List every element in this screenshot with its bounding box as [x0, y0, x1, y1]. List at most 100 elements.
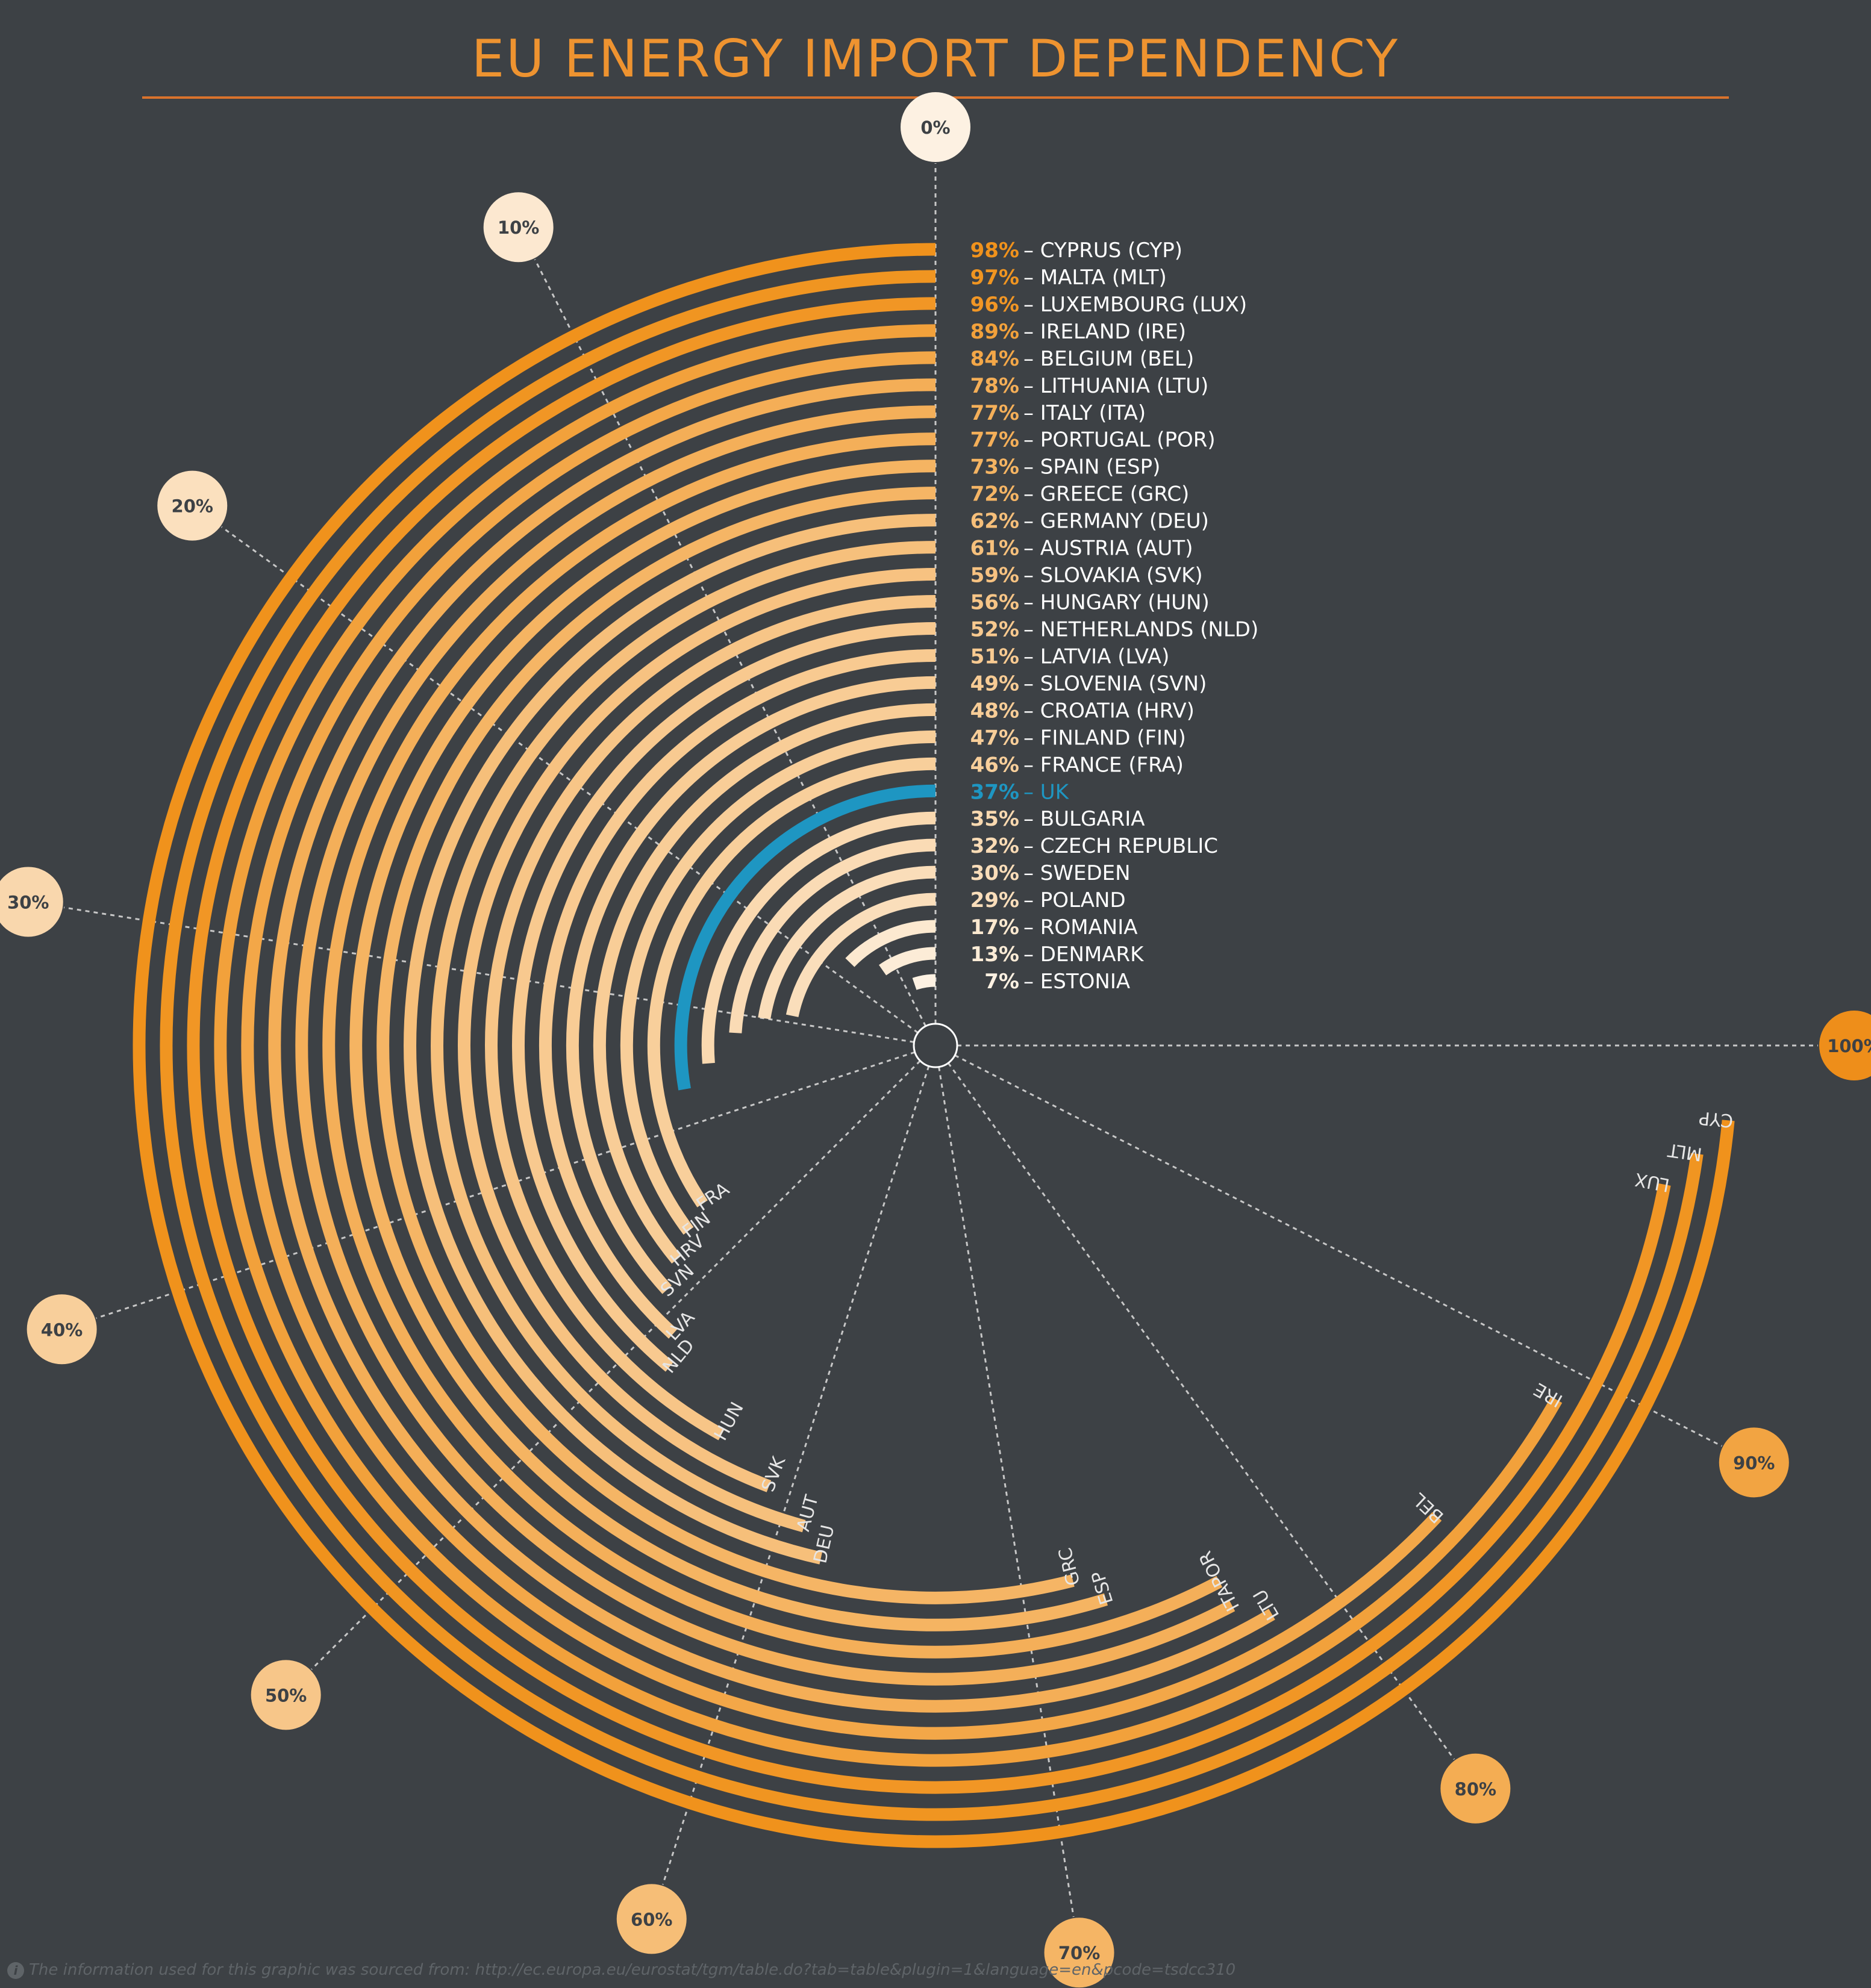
arc-ltu [268, 378, 1275, 1713]
tick-label: 40% [41, 1320, 83, 1340]
arc-por [322, 432, 1223, 1659]
arc-sweden [758, 865, 936, 1020]
arc-fin [620, 730, 936, 1235]
arc-ire [214, 324, 1563, 1767]
arc-estonia [912, 974, 936, 990]
arc-bel [241, 351, 1442, 1740]
row-country-label: – LITHUANIA (LTU) [1023, 374, 1208, 398]
row-country-label: – SPAIN (ESP) [1023, 455, 1160, 479]
row-country-label: – FINLAND (FIN) [1023, 726, 1186, 750]
row-country-label: – MALTA (MLT) [1023, 266, 1167, 290]
row-percent: 7% [984, 970, 1019, 994]
row-percent: 61% [970, 537, 1019, 561]
tick-label: 80% [1455, 1779, 1496, 1799]
arc-end-label: MLT [1666, 1139, 1704, 1165]
arc-deu [404, 514, 936, 1565]
tick-label: 20% [172, 496, 213, 517]
arc-grc [376, 487, 1075, 1604]
arc-lva [539, 649, 936, 1339]
tick-label: 90% [1733, 1453, 1775, 1473]
row-country-label: – UK [1023, 780, 1070, 804]
arc-cyp [133, 243, 1735, 1848]
row-country-label: – LATVIA (LVA) [1023, 644, 1169, 668]
info-icon: i [7, 1962, 24, 1979]
row-country-label: – LUXEMBOURG (LUX) [1023, 293, 1247, 317]
row-percent: 73% [970, 455, 1019, 479]
arc-nld [511, 622, 936, 1372]
row-country-label: – ESTONIA [1023, 970, 1130, 994]
tick-bubble: 0% [901, 92, 970, 162]
row-percent: 52% [970, 617, 1019, 641]
chart-title: EU ENERGY IMPORT DEPENDENCY [471, 29, 1400, 89]
arc-fra [647, 757, 936, 1207]
row-percent: 48% [970, 699, 1019, 723]
tick-layer: 0% 10% 20% 30% 40% 50% 60% 70% 80% 90% 100% [0, 92, 1871, 1988]
arc-esp [349, 460, 1108, 1631]
arc-lux [187, 297, 1671, 1794]
arc-end-label: IRE [1530, 1378, 1566, 1411]
row-percent: 98% [970, 238, 1019, 263]
row-percent: 37% [970, 780, 1019, 804]
gridline [954, 1055, 1723, 1447]
arc-mlt [160, 270, 1704, 1821]
row-country-label: – SLOVENIA (SVN) [1023, 671, 1207, 696]
row-percent: 59% [970, 564, 1019, 588]
tick-bubble-circle [0, 867, 63, 937]
row-country-label: – ITALY (ITA) [1023, 401, 1146, 425]
arc-poland [786, 893, 936, 1017]
row-percent: 30% [970, 861, 1019, 885]
row-country-label: – GREECE (GRC) [1023, 482, 1189, 506]
arc-czech-republic [729, 838, 936, 1033]
row-percent: 62% [970, 509, 1019, 534]
arc-svn [566, 676, 936, 1294]
tick-bubble: 100% [1819, 1011, 1871, 1080]
tick-bubble: 70% [1044, 1918, 1114, 1988]
row-country-label: – NETHERLANDS (NLD) [1023, 617, 1258, 641]
tick-bubble: 50% [251, 1660, 321, 1730]
tick-bubble-circle [901, 92, 970, 162]
source-note: i The information used for this graphic w… [7, 1961, 1863, 1979]
hub-layer [913, 1023, 958, 1068]
row-country-label: – BULGARIA [1023, 807, 1145, 831]
row-country-label: – DENMARK [1023, 943, 1145, 967]
arc-end-label: FIN [678, 1208, 714, 1242]
tick-bubble: 40% [27, 1294, 97, 1365]
arc-end-label: SVK [758, 1453, 790, 1495]
row-country-label: – POLAND [1023, 888, 1126, 912]
arc-ita [295, 405, 1235, 1686]
row-country-label: – AUSTRIA (AUT) [1023, 537, 1193, 561]
tick-bubble: 80% [1440, 1753, 1511, 1824]
row-percent: 47% [970, 726, 1019, 750]
row-percent: 49% [970, 671, 1019, 696]
tick-bubble: 20% [157, 470, 228, 541]
arc-hun [485, 595, 936, 1441]
row-percent: 29% [970, 888, 1019, 912]
arc-end-label: POR [1195, 1548, 1231, 1591]
tick-bubble-circle [1719, 1427, 1789, 1498]
tick-bubble-circle [483, 192, 554, 263]
tick-bubble-circle [1819, 1011, 1871, 1080]
arc-layer [133, 243, 1735, 1848]
arc-bulgaria [701, 811, 936, 1064]
row-percent: 96% [970, 293, 1019, 317]
arc-end-label: HUN [710, 1398, 748, 1444]
source-text: The information used for this graphic wa… [29, 1961, 1236, 1979]
row-country-label: – SWEDEN [1023, 861, 1131, 885]
row-percent: 32% [970, 834, 1019, 858]
row-country-label: – CZECH REPUBLIC [1023, 834, 1218, 858]
arc-romania [845, 920, 936, 967]
arc-hrv [593, 703, 936, 1264]
tick-bubble-circle [1440, 1753, 1511, 1824]
row-percent: 56% [970, 591, 1019, 615]
tick-bubble: 60% [616, 1884, 687, 1954]
row-country-label: – ROMANIA [1023, 915, 1138, 939]
row-percent: 78% [970, 374, 1019, 398]
row-percent: 72% [970, 482, 1019, 506]
tick-bubble-circle [157, 470, 228, 541]
tick-bubble: 30% [0, 867, 63, 937]
arc-end-label: LUX [1633, 1168, 1671, 1195]
row-country-label: – BELGIUM (BEL) [1023, 347, 1194, 371]
row-country-label: – PORTUGAL (POR) [1023, 428, 1216, 452]
row-country-label: – FRANCE (FRA) [1023, 753, 1184, 777]
